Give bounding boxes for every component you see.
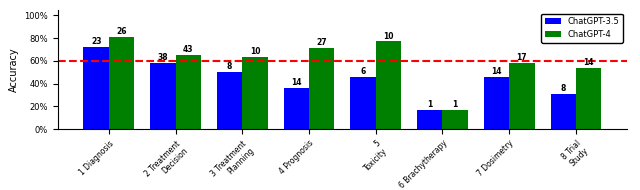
Bar <box>309 48 334 129</box>
Text: 10: 10 <box>250 48 260 56</box>
Bar <box>417 110 442 129</box>
Bar <box>484 77 509 129</box>
Bar <box>509 63 534 129</box>
Text: 6: 6 <box>360 67 365 76</box>
Text: 27: 27 <box>316 38 327 47</box>
Text: 14: 14 <box>291 78 301 87</box>
Text: 14: 14 <box>492 67 502 76</box>
Text: 38: 38 <box>157 53 168 62</box>
Text: 14: 14 <box>584 58 594 67</box>
Text: 43: 43 <box>183 45 193 54</box>
Legend: ChatGPT-3.5, ChatGPT-4: ChatGPT-3.5, ChatGPT-4 <box>541 14 623 43</box>
Text: 1: 1 <box>427 100 433 109</box>
Bar <box>351 77 376 129</box>
Bar <box>150 63 175 129</box>
Bar <box>576 68 602 129</box>
Bar <box>376 41 401 129</box>
Bar <box>442 110 468 129</box>
Text: 23: 23 <box>91 37 101 46</box>
Bar <box>550 94 576 129</box>
Text: 10: 10 <box>383 32 394 40</box>
Text: 8: 8 <box>561 84 566 93</box>
Text: 8: 8 <box>227 62 232 71</box>
Bar <box>243 57 268 129</box>
Bar <box>284 88 309 129</box>
Text: 1: 1 <box>452 100 458 109</box>
Text: 17: 17 <box>516 53 527 62</box>
Bar <box>83 47 109 129</box>
Y-axis label: Accuracy: Accuracy <box>8 47 19 92</box>
Bar <box>217 72 243 129</box>
Bar <box>109 37 134 129</box>
Bar <box>175 55 201 129</box>
Text: 26: 26 <box>116 27 127 36</box>
